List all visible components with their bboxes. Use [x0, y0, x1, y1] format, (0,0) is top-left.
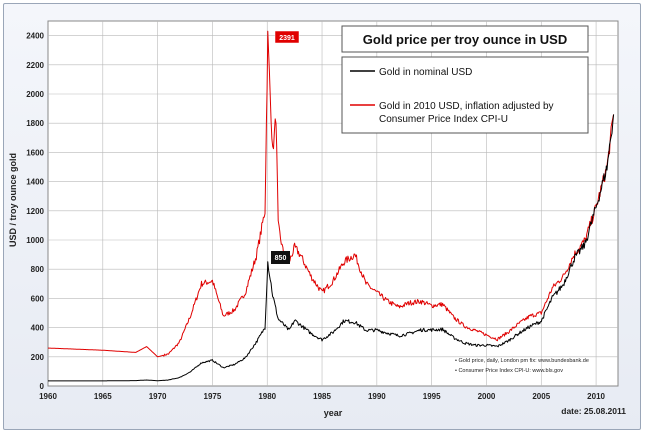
y-tick-label: 1000	[26, 236, 44, 245]
y-tick-label: 800	[31, 265, 45, 274]
y-tick-label: 0	[40, 382, 45, 391]
x-tick-label: 1965	[94, 392, 112, 401]
y-tick-label: 400	[31, 324, 45, 333]
series-line-nominal	[48, 114, 615, 382]
source-gold: • Gold price, daily, London pm fix: www.…	[455, 358, 589, 364]
y-tick-label: 200	[31, 353, 45, 362]
y-tick-label: 1800	[26, 119, 44, 128]
x-tick-label: 2005	[532, 392, 550, 401]
x-tick-label: 1995	[423, 392, 441, 401]
source-cpi: • Consumer Price Index CPI-U: www.bls.go…	[455, 368, 563, 374]
annotation-peak-nominal: 850	[271, 251, 290, 264]
series-lines	[47, 30, 615, 382]
y-tick-label: 2400	[26, 32, 44, 41]
series-line-real	[47, 30, 615, 358]
x-tick-label: 2000	[478, 392, 496, 401]
title-box: Gold price per troy ounce in USD	[341, 25, 589, 53]
x-ticks: 1960 1965 1970 1975 1980 1985 1990 1995 2000 2005…	[39, 392, 605, 401]
legend-label-real: Gold in 2010 USD, inflation adjusted by …	[379, 101, 556, 125]
chart-title: Gold price per troy ounce in USD	[363, 32, 567, 47]
x-tick-label: 1960	[39, 392, 57, 401]
annotation-2391: 2391	[279, 35, 295, 42]
x-tick-label: 2010	[587, 392, 605, 401]
legend-label-real-line1: Gold in 2010 USD, inflation adjusted by	[379, 101, 554, 112]
x-tick-label: 1975	[204, 392, 222, 401]
annotation-850: 850	[275, 255, 287, 262]
date-label: date: 25.08.2011	[561, 406, 626, 416]
legend-label-real-line2: Consumer Price Index CPI-U	[379, 114, 508, 125]
y-tick-label: 2200	[26, 61, 44, 70]
x-tick-label: 1980	[258, 392, 276, 401]
x-tick-label: 1970	[149, 392, 167, 401]
y-tick-label: 1400	[26, 178, 44, 187]
y-tick-label: 2000	[26, 90, 44, 99]
legend-label-nominal: Gold in nominal USD	[379, 67, 472, 78]
legend: Gold in nominal USD Gold in 2010 USD, in…	[341, 56, 589, 134]
y-tick-label: 1200	[26, 207, 44, 216]
x-tick-label: 1990	[368, 392, 386, 401]
y-ticks: 0 200 400 600 800 1000 1200 1400 1600 1800 2000 220…	[26, 32, 44, 391]
y-axis-label: USD / troy ounce gold	[8, 153, 18, 247]
x-axis-label: year	[324, 408, 343, 418]
y-tick-label: 600	[31, 294, 45, 303]
x-tick-label: 1985	[313, 392, 331, 401]
y-tick-label: 1600	[26, 148, 44, 157]
annotation-peak-real: 2391	[274, 30, 300, 44]
